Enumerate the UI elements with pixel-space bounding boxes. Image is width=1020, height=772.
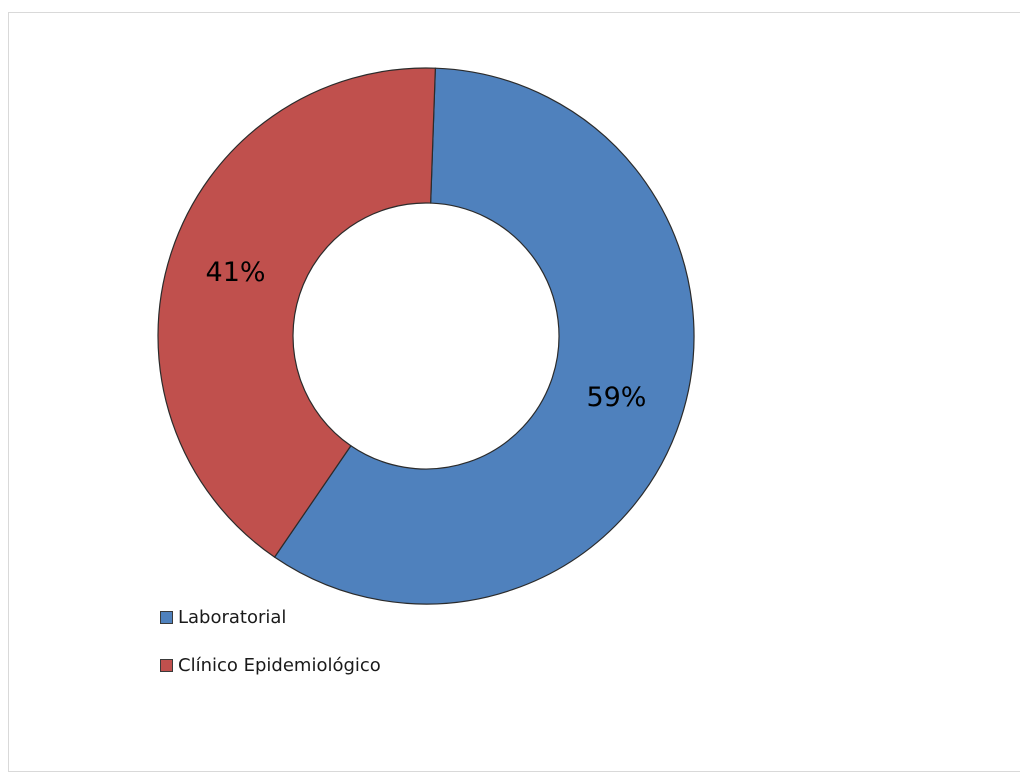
legend: Laboratorial Clínico Epidemiológico <box>160 606 381 702</box>
legend-swatch-laboratorial <box>160 610 173 624</box>
legend-label-clinico-epidemiologico: Clínico Epidemiológico <box>178 654 381 676</box>
data-label-0: 59% <box>586 382 646 413</box>
legend-swatch-clinico-epidemiologico <box>160 658 173 672</box>
data-label-1: 41% <box>206 257 266 288</box>
legend-item-clinico-epidemiologico: Clínico Epidemiológico <box>160 654 381 676</box>
donut-chart: 59% 41% <box>157 67 695 605</box>
legend-item-laboratorial: Laboratorial <box>160 606 381 628</box>
donut-slice-1 <box>157 67 436 558</box>
donut-slice-0 <box>273 67 695 605</box>
legend-label-laboratorial: Laboratorial <box>178 606 287 628</box>
